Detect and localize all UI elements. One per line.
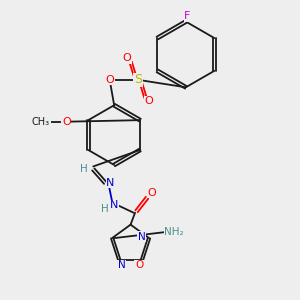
Text: N: N [110, 200, 118, 210]
Text: H: H [101, 204, 109, 214]
Text: H: H [80, 164, 88, 174]
Text: S: S [134, 73, 142, 86]
Text: N: N [138, 232, 146, 242]
Text: O: O [135, 260, 143, 270]
Text: NH₂: NH₂ [164, 227, 184, 237]
Text: O: O [123, 53, 131, 63]
Text: CH₃: CH₃ [32, 117, 50, 127]
Text: O: O [148, 188, 157, 198]
Text: O: O [145, 96, 154, 106]
Text: F: F [184, 11, 190, 21]
Text: O: O [62, 117, 71, 127]
Text: N: N [118, 260, 125, 270]
Text: O: O [105, 75, 114, 85]
Text: N: N [106, 178, 115, 188]
